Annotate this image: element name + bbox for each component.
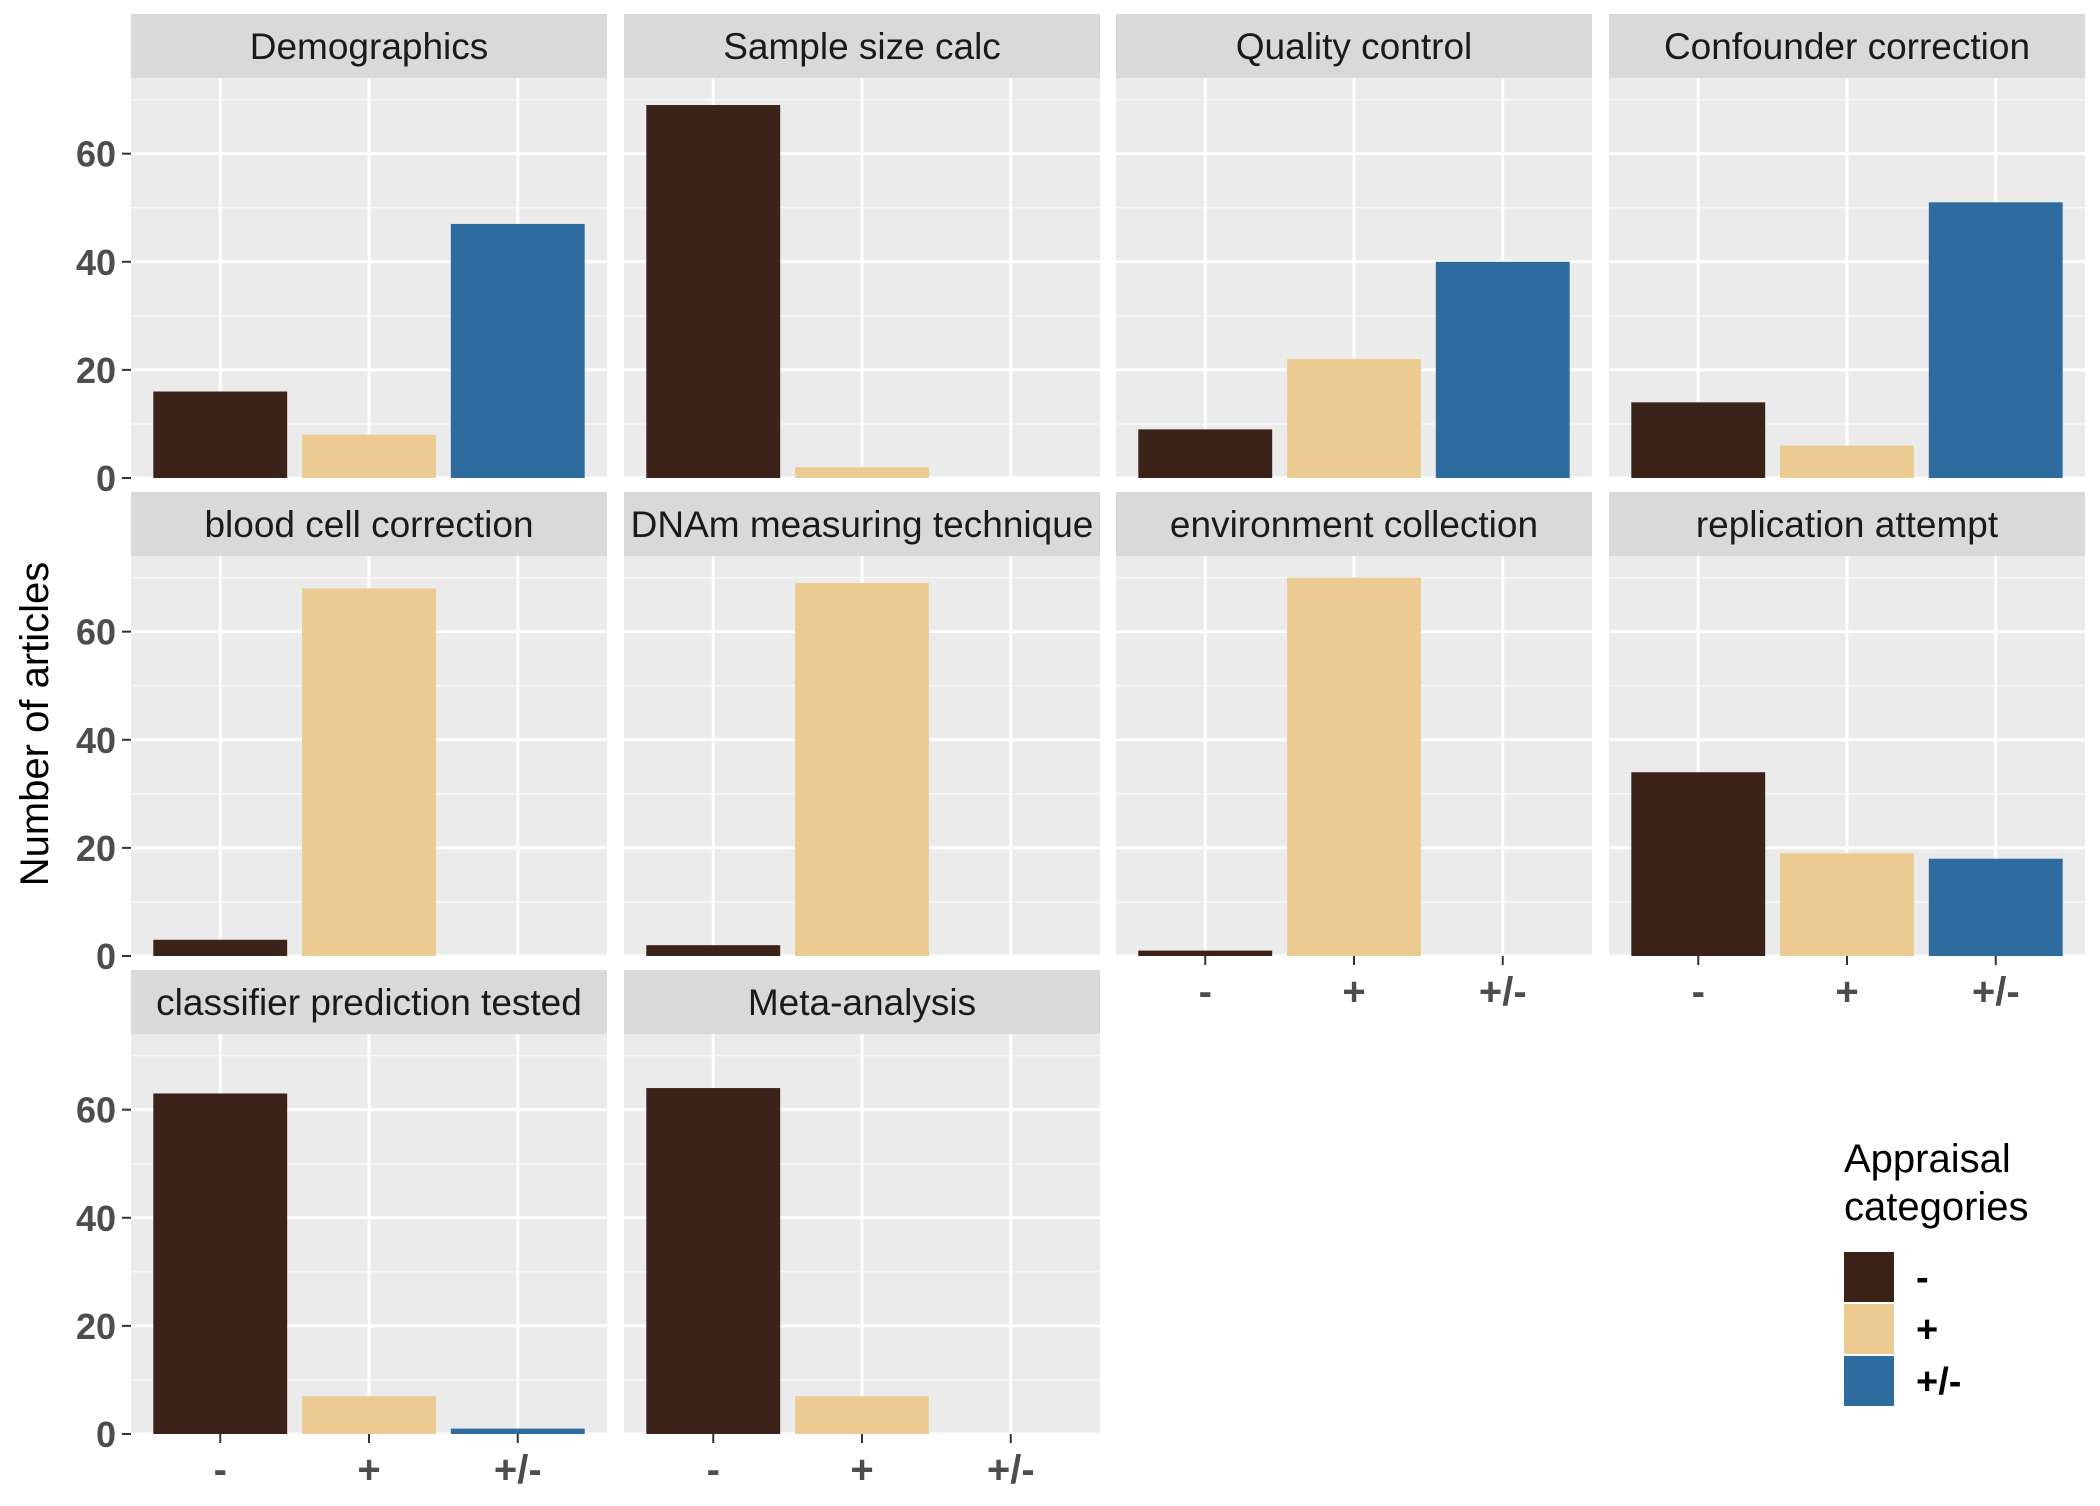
facet-title: blood cell correction — [204, 504, 533, 545]
legend-label: +/- — [1916, 1361, 1961, 1403]
bar — [1631, 772, 1766, 956]
facet-title: environment collection — [1170, 504, 1538, 545]
legend-title: categories — [1844, 1185, 2029, 1229]
y-tick-label: 60 — [76, 134, 116, 175]
bar — [153, 939, 288, 956]
legend-key — [1844, 1356, 1894, 1406]
x-tick-label: + — [1835, 970, 1858, 1014]
x-tick-label: +/- — [1479, 970, 1527, 1014]
facet-title: Demographics — [250, 26, 489, 67]
legend-key — [1844, 1304, 1894, 1354]
bar — [646, 1088, 781, 1434]
x-tick-label: +/- — [494, 1448, 542, 1492]
y-tick-label: 40 — [76, 1198, 116, 1239]
legend-label: - — [1916, 1257, 1929, 1299]
x-tick-label: - — [214, 1448, 227, 1492]
bar — [1631, 402, 1766, 478]
facet-title: Sample size calc — [723, 26, 1001, 67]
y-tick-label: 20 — [76, 1306, 116, 1347]
facet-strip — [1609, 14, 2085, 78]
bar — [795, 467, 929, 478]
facet-strip — [624, 970, 1100, 1034]
y-tick-label: 0 — [96, 936, 116, 977]
y-tick-label: 20 — [76, 828, 116, 869]
bar — [450, 223, 585, 478]
y-tick-label: 0 — [96, 1414, 116, 1455]
y-tick-label: 40 — [76, 242, 116, 283]
bar — [450, 1428, 585, 1434]
bar — [1928, 858, 2063, 956]
bar — [302, 434, 436, 478]
x-tick-label: - — [707, 1448, 720, 1492]
bar — [1287, 359, 1421, 478]
facet-strip — [131, 14, 607, 78]
x-tick-label: - — [1692, 970, 1705, 1014]
facet-strip — [1116, 492, 1592, 556]
facet-strip — [624, 14, 1100, 78]
facet-title: replication attempt — [1696, 504, 1999, 545]
facet-title: DNAm measuring technique — [631, 504, 1094, 545]
facet-title: Quality control — [1236, 26, 1473, 67]
facet-title: Confounder correction — [1664, 26, 2030, 67]
x-tick-label: + — [850, 1448, 873, 1492]
facet-title: Meta-analysis — [748, 982, 976, 1023]
facet-title: classifier prediction tested — [156, 982, 582, 1023]
bar — [1138, 950, 1273, 956]
facet-strip — [131, 492, 607, 556]
facet-strip — [131, 970, 607, 1034]
bar — [153, 1093, 288, 1434]
bar — [1780, 445, 1914, 478]
x-tick-label: +/- — [987, 1448, 1035, 1492]
bar — [1928, 202, 2063, 478]
bar — [1138, 429, 1273, 478]
facet-strip — [624, 492, 1100, 556]
bar — [1435, 261, 1570, 478]
bar — [1287, 577, 1421, 956]
y-tick-label: 60 — [76, 1090, 116, 1131]
bar — [646, 945, 781, 956]
legend-label: + — [1916, 1309, 1938, 1351]
x-tick-label: - — [1199, 970, 1212, 1014]
bar — [1780, 853, 1914, 956]
bar — [646, 105, 781, 478]
bar — [302, 1396, 436, 1434]
bar — [153, 391, 288, 478]
y-tick-label: 20 — [76, 350, 116, 391]
x-tick-label: + — [357, 1448, 380, 1492]
legend-key — [1844, 1252, 1894, 1302]
bar — [302, 588, 436, 956]
x-tick-label: +/- — [1972, 970, 2020, 1014]
facet-strip — [1116, 14, 1592, 78]
bar — [795, 1396, 929, 1434]
y-tick-label: 0 — [96, 458, 116, 499]
legend-title: Appraisal — [1844, 1137, 2011, 1181]
bar — [795, 583, 929, 956]
facet-strip — [1609, 492, 2085, 556]
y-tick-label: 60 — [76, 612, 116, 653]
x-tick-label: + — [1342, 970, 1365, 1014]
y-axis-title: Number of articles — [13, 562, 57, 887]
y-tick-label: 40 — [76, 720, 116, 761]
